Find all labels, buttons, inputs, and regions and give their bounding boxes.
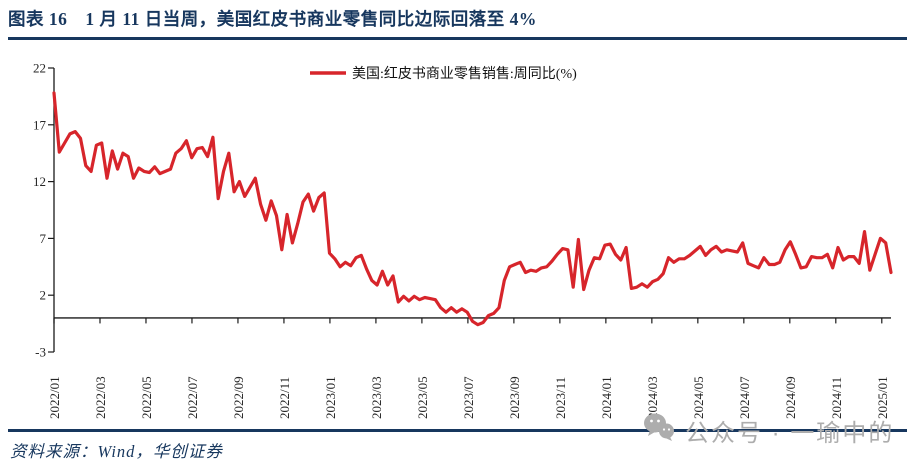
x-axis-label: 2024/07 — [737, 376, 752, 419]
x-axis-label: 2022/05 — [139, 376, 154, 419]
x-axis-label: 2025/01 — [875, 376, 890, 419]
x-axis-label: 2024/09 — [783, 376, 798, 419]
x-axis-label: 2024/11 — [829, 377, 844, 419]
line-chart: 美国:红皮书商业零售销售:周同比(%) 22 17 12 7 2 -3 2022/01 202… — [33, 61, 893, 419]
title-divider — [8, 37, 907, 40]
series-layer — [52, 91, 893, 327]
x-axis-label: 2022/07 — [185, 376, 200, 419]
x-axis-label: 2023/07 — [461, 376, 476, 419]
y-axis-label: 12 — [33, 174, 46, 189]
x-axis-label: 2023/05 — [415, 376, 430, 419]
x-axis-label: 2024/05 — [691, 376, 706, 419]
y-axis-label: 17 — [33, 117, 47, 132]
bottom-divider — [8, 429, 907, 432]
source-note: 资料来源：Wind，华创证券 — [10, 442, 223, 461]
chart-area: 美国:红皮书商业零售销售:周同比(%) 22 17 12 7 2 -3 2022/01 202… — [0, 45, 913, 425]
watermark-text: 公众号 · 一瑜中的 — [685, 420, 895, 447]
x-axis-label: 2023/09 — [507, 376, 522, 419]
data-line — [52, 91, 893, 327]
x-axis-label: 2024/01 — [599, 376, 614, 419]
x-axis-label: 2022/03 — [93, 376, 108, 419]
x-axis-label: 2023/01 — [323, 376, 338, 419]
y-axis-label: 22 — [33, 61, 46, 76]
wechat-icon — [643, 412, 675, 449]
watermark: 公众号 · 一瑜中的 — [643, 412, 894, 449]
x-axis-label: 2022/09 — [231, 376, 246, 419]
y-axis-label: 2 — [40, 288, 47, 303]
x-axis-label: 2022/01 — [47, 376, 62, 419]
x-axis-label: 2023/11 — [553, 377, 568, 419]
figure-title: 图表 16 1 月 11 日当周，美国红皮书商业零售同比边际回落至 4% — [8, 9, 537, 29]
x-axis-label: 2024/03 — [645, 376, 660, 419]
x-axis-label: 2022/11 — [277, 377, 292, 419]
y-axis-label: -3 — [35, 345, 46, 360]
y-axis-label: 7 — [40, 231, 47, 246]
legend-label: 美国:红皮书商业零售销售:周同比(%) — [352, 66, 577, 82]
axes: 22 17 12 7 2 -3 2022/01 2022/03 2022/05 2022/07 20… — [33, 61, 891, 419]
x-axis-label: 2023/03 — [369, 376, 384, 419]
